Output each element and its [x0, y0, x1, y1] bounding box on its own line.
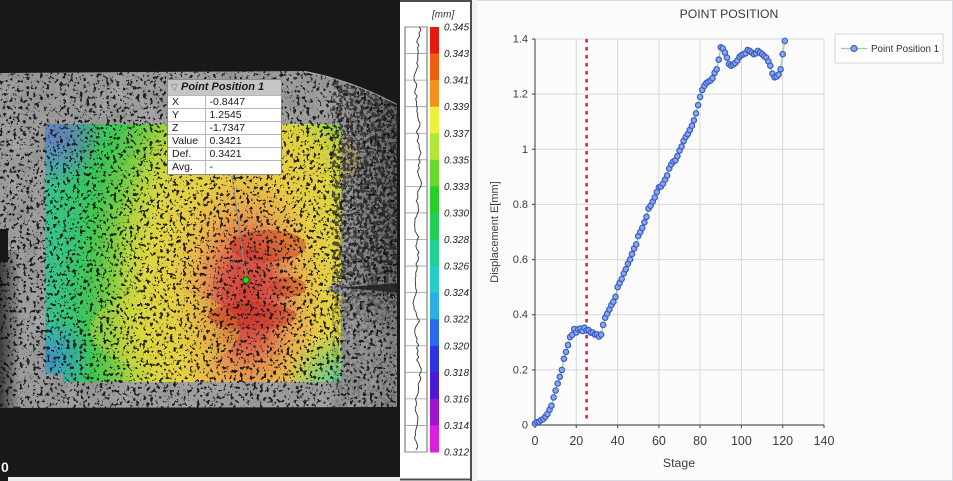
svg-text:40: 40: [611, 434, 625, 448]
svg-text:[mm]: [mm]: [431, 10, 454, 21]
svg-text:0.318: 0.318: [444, 368, 469, 379]
svg-text:0: 0: [532, 434, 539, 448]
svg-text:140: 140: [814, 434, 835, 448]
svg-text:1.2: 1.2: [513, 89, 528, 101]
svg-text:1.4: 1.4: [513, 34, 528, 46]
svg-text:0.2: 0.2: [513, 364, 528, 376]
svg-text:60: 60: [652, 434, 666, 448]
svg-text:0.6: 0.6: [513, 254, 528, 266]
svg-text:120: 120: [772, 434, 793, 448]
svg-text:0.333: 0.333: [444, 182, 469, 193]
svg-text:Stage: Stage: [663, 456, 695, 470]
svg-text:0.339: 0.339: [444, 102, 469, 113]
svg-text:0.316: 0.316: [444, 394, 469, 405]
svg-text:Displacement E[mm]: Displacement E[mm]: [489, 181, 501, 282]
svg-text:0.343: 0.343: [444, 49, 469, 60]
svg-text:0.8: 0.8: [513, 199, 528, 211]
svg-text:0.341: 0.341: [444, 76, 469, 87]
svg-text:0.335: 0.335: [444, 155, 469, 166]
svg-text:0.324: 0.324: [444, 288, 469, 299]
svg-text:0: 0: [522, 420, 528, 432]
svg-text:0.337: 0.337: [444, 129, 469, 140]
svg-text:0.314: 0.314: [444, 421, 469, 432]
svg-text:0.328: 0.328: [444, 235, 469, 246]
svg-text:0.322: 0.322: [444, 315, 469, 326]
svg-text:0.4: 0.4: [513, 309, 528, 321]
svg-text:100: 100: [731, 434, 752, 448]
svg-text:0.330: 0.330: [444, 208, 469, 219]
svg-text:Point Position 1: Point Position 1: [871, 44, 939, 55]
svg-text:POINT POSITION: POINT POSITION: [680, 7, 779, 21]
svg-text:0.320: 0.320: [444, 341, 469, 352]
svg-text:0.345: 0.345: [444, 23, 469, 34]
svg-text:20: 20: [569, 434, 583, 448]
svg-text:1: 1: [522, 144, 528, 156]
svg-text:0.326: 0.326: [444, 262, 469, 273]
svg-text:80: 80: [693, 434, 707, 448]
svg-text:0.312: 0.312: [444, 448, 469, 459]
